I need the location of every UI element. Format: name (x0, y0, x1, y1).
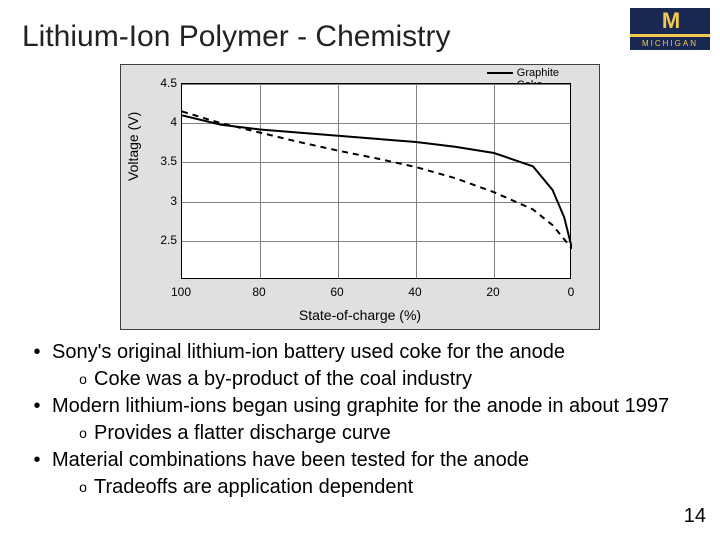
legend-label: Graphite (517, 67, 559, 79)
subbullet-text: Tradeoffs are application dependent (94, 475, 698, 500)
bullet-marker: • (22, 394, 52, 419)
logo-text: MICHIGAN (630, 36, 710, 50)
ytick-label: 3 (151, 194, 177, 208)
legend-item-graphite: Graphite (487, 67, 559, 79)
bullet-text: Material combinations have been tested f… (52, 448, 698, 473)
page-number: 14 (684, 505, 706, 528)
xtick-label: 40 (400, 285, 430, 299)
chart-ylabel: Voltage (V) (125, 112, 141, 181)
bullet-level1: •Material combinations have been tested … (22, 448, 698, 473)
chart-plot-area (181, 83, 571, 279)
bullet-text: Modern lithium-ions began using graphite… (52, 394, 698, 419)
xtick-label: 60 (322, 285, 352, 299)
subbullet-text: Provides a flatter discharge curve (94, 421, 698, 446)
xtick-label: 80 (244, 285, 274, 299)
ytick-label: 2.5 (151, 233, 177, 247)
subbullet-marker: o (72, 371, 94, 392)
bullet-marker: • (22, 448, 52, 473)
xtick-label: 100 (166, 285, 196, 299)
bullet-text: Sony's original lithium-ion battery used… (52, 340, 698, 365)
logo-m: M (630, 8, 710, 34)
bullet-list: •Sony's original lithium-ion battery use… (22, 340, 698, 502)
subbullet-text: Coke was a by-product of the coal indust… (94, 367, 698, 392)
bullet-level1: •Modern lithium-ions began using graphit… (22, 394, 698, 419)
chart-xlabel: State-of-charge (%) (121, 307, 599, 323)
bullet-marker: • (22, 340, 52, 365)
michigan-logo: M MICHIGAN (630, 8, 710, 52)
bullet-level2: oProvides a flatter discharge curve (22, 421, 698, 446)
slide-title: Lithium-Ion Polymer - Chemistry (22, 20, 450, 54)
ytick-label: 4 (151, 115, 177, 129)
xtick-label: 20 (478, 285, 508, 299)
discharge-chart: Graphite Coke Voltage (V) State-of-charg… (120, 64, 600, 330)
subbullet-marker: o (72, 425, 94, 446)
legend-line-solid (487, 72, 513, 74)
bullet-level1: •Sony's original lithium-ion battery use… (22, 340, 698, 365)
bullet-level2: oTradeoffs are application dependent (22, 475, 698, 500)
series-graphite (182, 115, 572, 248)
xtick-label: 0 (556, 285, 586, 299)
chart-svg (182, 84, 572, 280)
bullet-level2: oCoke was a by-product of the coal indus… (22, 367, 698, 392)
series-coke (182, 111, 572, 248)
ytick-label: 3.5 (151, 154, 177, 168)
subbullet-marker: o (72, 479, 94, 500)
ytick-label: 4.5 (151, 76, 177, 90)
